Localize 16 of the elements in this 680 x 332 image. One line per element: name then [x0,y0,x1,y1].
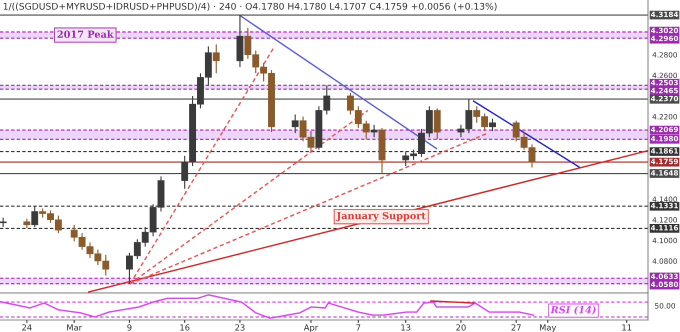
x-tick-label: May [540,324,556,332]
annotation: RSI (14) [550,306,596,315]
chart-title: 1/((SGDUSD+MYRUSD+IDRUSD+PHPUSD)/4) · 240 · O4.1780 H4.1780 L4.1707 C4.1759 +0.0056 (+0.13%) [4,2,497,11]
x-tick-label: Mar [67,324,82,331]
annotation: 2017 Peak [58,30,114,38]
x-tick-label: 20 [456,324,466,331]
x-tick-label: 27 [512,324,521,330]
x-tick-label: 13 [401,324,410,331]
x-tick-label: Apr [304,324,318,332]
x-tick-label: 24 [22,324,32,330]
x-tick-label: 23 [235,324,245,331]
x-tick-label: 9 [127,324,132,331]
annotation: January Support [336,212,426,222]
x-tick-label: 11 [622,324,632,330]
x-tick-label: 7 [356,324,360,330]
x-tick-label: 16 [180,324,190,331]
